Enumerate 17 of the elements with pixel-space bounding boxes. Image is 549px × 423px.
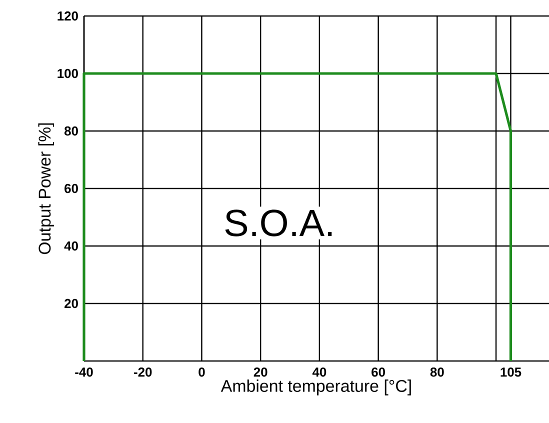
x-axis-title: Ambient temperature [°C]	[220, 380, 411, 396]
y-tick-label: 120	[58, 11, 78, 21]
x-tick-label: 20	[254, 368, 268, 377]
x-tick-label: -40	[75, 368, 93, 377]
y-tick-label: 40	[64, 241, 78, 251]
y-axis-title: Output Power [%]	[38, 123, 54, 254]
x-tick-label: 105	[500, 368, 522, 377]
x-tick-label: 0	[198, 368, 205, 377]
y-tick-label: 60	[64, 184, 78, 194]
annotation: S.O.A.	[225, 210, 332, 236]
y-tick-label: 100	[58, 68, 78, 78]
x-tick-label: -20	[134, 368, 152, 377]
y-tick-label: 20	[64, 298, 78, 308]
x-tick-label: 40	[312, 368, 326, 377]
x-tick-label: 80	[430, 368, 444, 377]
y-tick-label: 80	[64, 126, 78, 136]
x-tick-label: 60	[372, 368, 385, 377]
